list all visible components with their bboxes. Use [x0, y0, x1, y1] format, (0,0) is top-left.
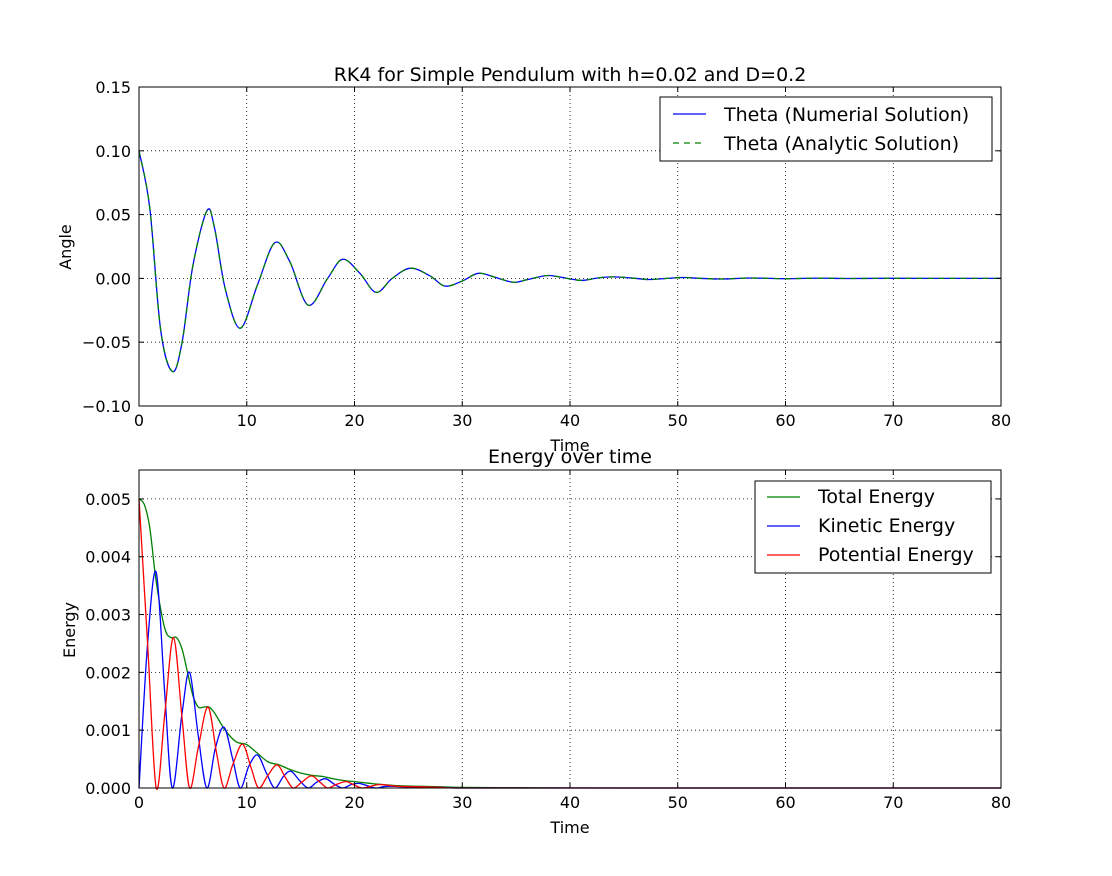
energy-legend-box [754, 480, 992, 574]
legend-label-potential-energy: Potential Energy [818, 544, 974, 566]
angle-plot-title: RK4 for Simple Pendulum with h=0.02 and … [334, 64, 807, 86]
energy-plot-title: Energy over time [488, 446, 652, 468]
angle-plot-ylabel: Angle [56, 224, 75, 270]
x-tick-label: 40 [560, 793, 580, 812]
y-tick-label: 0.00 [95, 269, 131, 288]
legend-label-theta-numerical: Theta (Numerial Solution) [723, 104, 969, 126]
energy-plot-ticks: 0 10 20 30 40 50 60 70 80 0.000 0.001 0.002 0.003 0.0… [85, 470, 1011, 812]
y-tick-label: 0.15 [95, 78, 131, 97]
y-tick-label: 0.000 [85, 779, 131, 798]
angle-plot-ticks: 0 10 20 30 40 50 60 70 80 −0.10 −0.05 0.00 0.05 0.10 0… [82, 78, 1011, 430]
energy-plot-ylabel: Energy [60, 602, 79, 658]
angle-plot-legend: Theta (Numerial Solution) Theta (Analyti… [659, 96, 993, 162]
series-line-theta-analytic [138, 150, 1001, 373]
y-tick-label: 0.10 [95, 142, 131, 161]
legend-label-total-energy: Total Energy [817, 486, 935, 508]
y-tick-label: 0.005 [85, 490, 131, 509]
angle-plot: 0 10 20 30 40 50 60 70 80 −0.10 −0.05 0.00 0.05 0.10 0… [56, 64, 1011, 455]
y-tick-label: 0.001 [85, 721, 131, 740]
y-tick-label: 0.003 [85, 606, 131, 625]
angle-plot-xlabel: Time [549, 436, 589, 455]
x-tick-label: 70 [883, 411, 903, 430]
x-tick-label: 20 [344, 411, 364, 430]
x-tick-label: 30 [452, 793, 472, 812]
y-tick-label: 0.004 [85, 548, 131, 567]
x-tick-label: 0 [134, 411, 144, 430]
x-tick-label: 10 [237, 793, 257, 812]
energy-plot-legend: Total Energy Kinetic Energy Potential En… [754, 480, 992, 574]
legend-label-theta-analytic: Theta (Analytic Solution) [723, 133, 959, 155]
y-tick-label: 0.002 [85, 663, 131, 682]
x-tick-label: 60 [775, 793, 795, 812]
x-tick-label: 70 [883, 793, 903, 812]
x-tick-label: 60 [775, 411, 795, 430]
x-tick-label: 10 [237, 411, 257, 430]
x-tick-label: 80 [991, 793, 1011, 812]
y-tick-label: −0.05 [82, 333, 131, 352]
energy-plot: 0 10 20 30 40 50 60 70 80 0.000 0.001 0.002 0.003 0.0… [60, 446, 1011, 837]
angle-legend-box [659, 96, 993, 162]
y-tick-label: 0.05 [95, 206, 131, 225]
energy-plot-xlabel: Time [549, 818, 589, 837]
series-line-potential-energy [138, 498, 1001, 791]
x-tick-label: 50 [668, 411, 688, 430]
angle-plot-series [138, 150, 1001, 373]
x-tick-label: 20 [344, 793, 364, 812]
x-tick-label: 50 [668, 793, 688, 812]
x-tick-label: 40 [560, 411, 580, 430]
x-tick-label: 80 [991, 411, 1011, 430]
x-tick-label: 0 [134, 793, 144, 812]
x-tick-label: 30 [452, 411, 472, 430]
y-tick-label: −0.10 [82, 397, 131, 416]
legend-label-kinetic-energy: Kinetic Energy [818, 515, 955, 537]
